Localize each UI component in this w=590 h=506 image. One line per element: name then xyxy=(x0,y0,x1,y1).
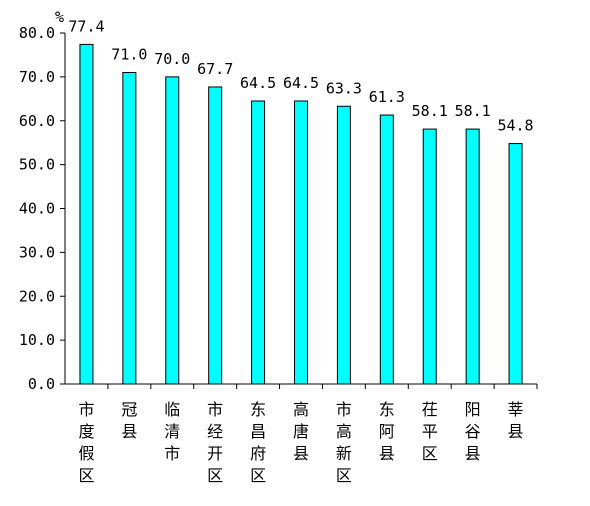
y-unit-label: % xyxy=(55,8,64,26)
data-label: 58.1 xyxy=(455,102,491,120)
bars xyxy=(79,43,523,385)
y-tick-label: 30.0 xyxy=(19,243,55,261)
bar xyxy=(379,114,394,385)
bar xyxy=(294,100,308,385)
bar xyxy=(508,143,523,385)
bar xyxy=(208,86,223,385)
category-label: 阳谷县 xyxy=(465,400,481,463)
data-label: 64.5 xyxy=(240,74,276,92)
data-label: 54.8 xyxy=(497,117,533,135)
category-label: 市经开区 xyxy=(207,400,223,485)
category-label: 东阿县 xyxy=(379,400,395,463)
data-label: 58.1 xyxy=(412,102,448,120)
y-tick-label: 10.0 xyxy=(19,331,55,349)
y-tick-label: 20.0 xyxy=(19,287,55,305)
category-label: 市高新区 xyxy=(336,400,352,485)
bar xyxy=(465,128,480,385)
bar xyxy=(422,128,437,385)
data-label: 64.5 xyxy=(283,74,319,92)
y-tick-label: 50.0 xyxy=(19,156,55,174)
x-ticks xyxy=(107,384,538,389)
category-label: 茌平区 xyxy=(422,400,438,463)
category-label: 莘县 xyxy=(508,400,524,441)
y-tick-label: 80.0 xyxy=(19,24,55,42)
data-label: 71.0 xyxy=(111,45,147,63)
bar xyxy=(165,76,180,385)
bar xyxy=(122,71,137,385)
bar xyxy=(79,43,94,385)
y-ticks: 0.0 10.0 20.0 30.0 40.0 50.0 60.0 70.0 80.0 xyxy=(19,24,65,393)
data-label: 77.4 xyxy=(68,17,104,35)
bar xyxy=(336,105,351,385)
category-label: 东昌府区 xyxy=(250,400,266,485)
data-label: 61.3 xyxy=(369,88,405,106)
category-labels: 市度假区 冠县 临清市 市经开区 东昌府区 高唐县 市高新区 东阿县 茌平区 阳谷县 莘县 xyxy=(78,400,523,485)
category-label: 临清市 xyxy=(164,400,180,463)
y-tick-label: 70.0 xyxy=(19,68,55,86)
y-tick-label: 40.0 xyxy=(19,200,55,218)
data-label: 63.3 xyxy=(326,79,362,97)
category-label: 高唐县 xyxy=(293,400,309,463)
bar xyxy=(251,100,266,385)
data-label: 67.7 xyxy=(197,60,233,78)
data-label: 70.0 xyxy=(154,50,190,68)
category-label: 冠县 xyxy=(121,400,137,441)
data-labels: 77.4 71.0 70.0 67.7 64.5 64.5 63.3 61.3 58.1 58.1… xyxy=(68,17,533,134)
y-tick-label: 0.0 xyxy=(28,375,55,393)
y-tick-label: 60.0 xyxy=(19,112,55,130)
category-label: 市度假区 xyxy=(78,400,94,485)
